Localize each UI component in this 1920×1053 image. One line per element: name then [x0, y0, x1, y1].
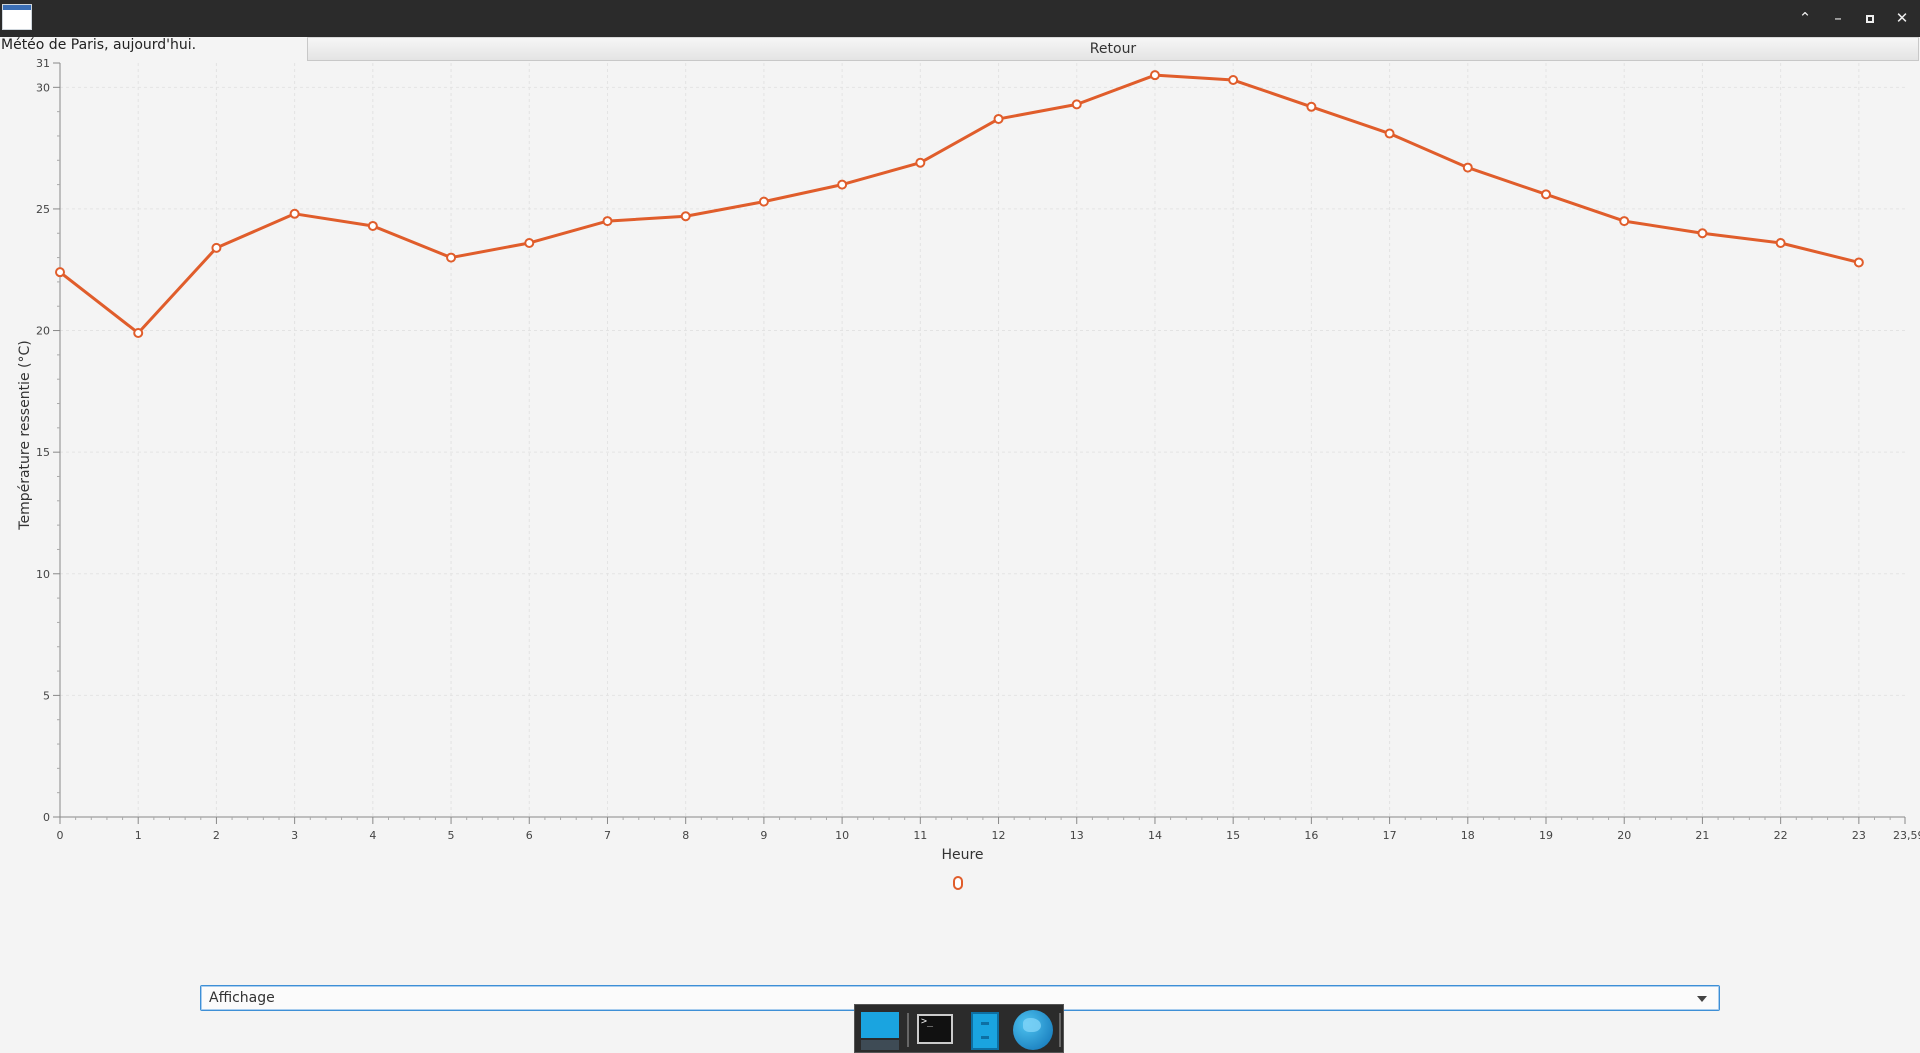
x-tick-label: 21 — [1695, 829, 1709, 842]
dock-separator — [907, 1013, 909, 1047]
x-tick-label: 5 — [448, 829, 455, 842]
x-tick-label: 15 — [1226, 829, 1240, 842]
taskbar-dock: >_ — [854, 1004, 1064, 1053]
data-point — [1228, 75, 1239, 86]
x-tick-label: 23 — [1852, 829, 1866, 842]
chart-grid — [59, 63, 1905, 818]
x-tick-label: 10 — [835, 829, 849, 842]
y-tick-label: 31 — [36, 57, 50, 70]
x-tick-label: 20 — [1617, 829, 1631, 842]
data-point — [758, 196, 769, 207]
data-point — [211, 242, 222, 253]
x-tick-label: 16 — [1304, 829, 1318, 842]
x-tick-label: 9 — [760, 829, 767, 842]
chart-axes — [59, 63, 1905, 818]
display-select-value: Affichage — [209, 990, 275, 1006]
data-point — [1384, 128, 1395, 139]
legend-series-symbol — [953, 876, 963, 890]
y-tick-label: 5 — [43, 689, 50, 702]
y-tick-label: 0 — [43, 811, 50, 824]
x-tick-label: 17 — [1383, 829, 1397, 842]
app-window-icon — [2, 4, 32, 30]
y-tick-label: 30 — [36, 81, 50, 94]
x-tick-label: 2 — [213, 829, 220, 842]
data-point — [1149, 70, 1160, 81]
x-tick-label: 0 — [57, 829, 64, 842]
data-point — [680, 211, 691, 222]
x-tick-label: 7 — [604, 829, 611, 842]
collapse-window-button[interactable]: ⌃ — [1798, 9, 1812, 27]
web-browser-icon[interactable] — [1013, 1010, 1053, 1050]
chevron-down-icon[interactable] — [1697, 996, 1707, 1002]
y-tick-label: 15 — [36, 446, 50, 459]
data-point — [446, 252, 457, 263]
x-tick-label: 8 — [682, 829, 689, 842]
desktop-icon[interactable] — [859, 1010, 899, 1050]
data-point — [55, 267, 65, 278]
x-tick-label: 11 — [913, 829, 927, 842]
data-point — [993, 113, 1004, 124]
data-point — [133, 327, 144, 338]
data-point — [1541, 189, 1552, 200]
x-tick-label: 3 — [291, 829, 298, 842]
y-tick-label: 10 — [36, 568, 50, 581]
x-tick-label: 18 — [1461, 829, 1475, 842]
data-point — [1071, 99, 1082, 110]
x-tick-label: 4 — [369, 829, 376, 842]
y-tick-label: 25 — [36, 203, 50, 216]
back-button[interactable]: Retour — [307, 37, 1919, 61]
window-titlebar: ⌃ – ✕ — [0, 0, 1920, 37]
data-point — [602, 216, 613, 227]
page-title: Météo de Paris, aujourd'hui. — [1, 37, 197, 53]
data-point — [1775, 237, 1786, 248]
data-point — [1697, 228, 1708, 239]
maximize-window-button[interactable] — [1858, 6, 1882, 30]
series-line — [59, 73, 1860, 335]
file-manager-icon[interactable] — [965, 1010, 1005, 1050]
x-tick-label: 23,59 — [1893, 829, 1920, 842]
x-tick-label: 14 — [1148, 829, 1162, 842]
x-tick-label: 13 — [1070, 829, 1084, 842]
data-point — [837, 179, 848, 190]
chart-ticks: 0 1 2 3 4 5 6 7 8 9 10 11 12 13 14 15 16 17 18 19 20 21 22 23 23… — [36, 57, 1920, 842]
x-tick-label: 6 — [526, 829, 533, 842]
x-axis-title: Heure — [941, 847, 983, 863]
data-point — [915, 157, 926, 168]
data-point — [289, 208, 300, 219]
terminal-icon[interactable]: >_ — [915, 1010, 955, 1050]
close-window-button[interactable]: ✕ — [1895, 9, 1909, 27]
chart-series — [55, 70, 1864, 338]
data-point — [1619, 216, 1630, 227]
x-tick-label: 22 — [1774, 829, 1788, 842]
y-axis-title: Température ressentie (°C) — [17, 340, 33, 530]
y-tick-label: 20 — [36, 325, 50, 338]
data-point — [367, 220, 378, 231]
minimize-window-button[interactable]: – — [1834, 9, 1842, 27]
data-point — [1462, 162, 1473, 173]
x-tick-label: 19 — [1539, 829, 1553, 842]
data-point — [1306, 101, 1317, 112]
data-point — [524, 237, 535, 248]
dock-separator — [1059, 1013, 1061, 1047]
x-tick-label: 1 — [135, 829, 142, 842]
temperature-line-chart: 0 1 2 3 4 5 6 7 8 9 10 11 12 13 14 15 16 17 18 19 20 21 22 23 23… — [17, 57, 1920, 863]
x-tick-label: 12 — [992, 829, 1006, 842]
data-point — [1853, 257, 1864, 268]
maximize-icon — [1866, 14, 1874, 23]
